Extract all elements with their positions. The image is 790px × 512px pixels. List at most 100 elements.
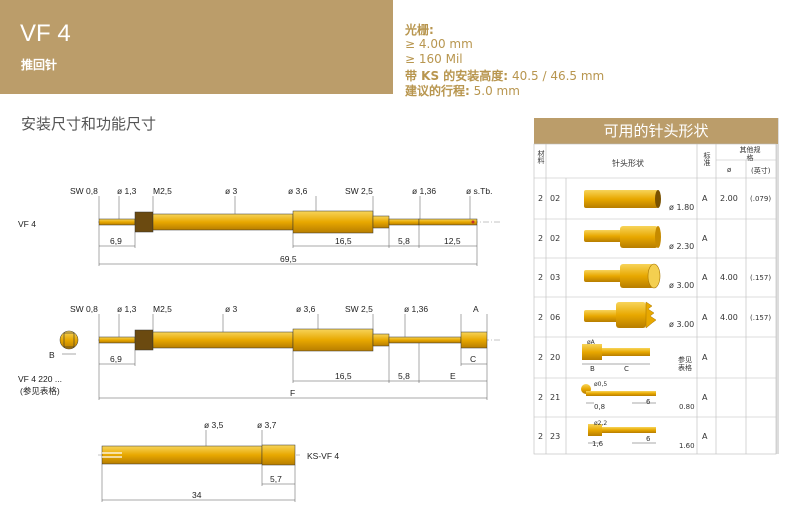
ks-value: 40.5 / 46.5 mm xyxy=(511,69,605,83)
table-title: 可用的针头形状 xyxy=(534,118,778,144)
col-other: 其他规格 xyxy=(739,146,761,162)
dim3-57: 5,7 xyxy=(270,474,282,484)
header-banner: VF 4 推回针 xyxy=(0,0,393,94)
dim-sw08: SW 0,8 xyxy=(70,186,98,196)
col-shape: 针头形状 xyxy=(612,159,644,168)
drawing-ks-vf4: ø 3,5 ø 3,7 5,7 34 KS-VF 4 xyxy=(98,420,339,502)
row4-inch: (.157) xyxy=(750,314,772,322)
row1-inch: (.079) xyxy=(750,195,772,203)
dim3-d35: ø 3,5 xyxy=(204,420,224,430)
dim-125: 12,5 xyxy=(444,236,461,246)
dim2-d136: ø 1,36 xyxy=(404,304,428,314)
row5-mat: 2 xyxy=(538,353,544,362)
row4-letter: A xyxy=(702,313,708,322)
row3-code: 03 xyxy=(550,273,561,282)
row1-letter: A xyxy=(702,194,708,203)
row6-letter: A xyxy=(702,393,708,402)
dim-b-left: B xyxy=(49,350,55,360)
row7-sub-b: 1,6 xyxy=(592,440,604,448)
row2-dia: ø 2.30 xyxy=(669,242,695,251)
grid-mm: ≥ 4.00 mm xyxy=(405,37,473,51)
dim2-sw08: SW 0,8 xyxy=(70,304,98,314)
table-shadow xyxy=(776,118,779,454)
dim3-d37: ø 3,7 xyxy=(257,420,277,430)
section-title: 安装尺寸和功能尺寸 xyxy=(21,115,157,133)
row6-sub-c: 6 xyxy=(646,398,651,406)
grid-mil: ≥ 160 Mil xyxy=(405,52,463,66)
row1-dia: ø 1.80 xyxy=(669,203,695,212)
row4-mm: 4.00 xyxy=(720,313,738,322)
drawing3-label: KS-VF 4 xyxy=(307,451,339,461)
drawing-vf4-220: B VF 4 220 ... (参见表格) SW 0,8 ø 1,3 M2,5 … xyxy=(18,304,500,400)
ks-height: 带 KS 的安装高度: 40.5 / 46.5 mm xyxy=(405,67,604,84)
row7-sub-a: ø2,2 xyxy=(594,420,608,427)
dim2-58: 5,8 xyxy=(398,371,410,381)
product-subtitle: 推回针 xyxy=(21,58,58,72)
dim-d3: ø 3 xyxy=(225,186,238,196)
drawing2-sublabel: (参见表格) xyxy=(20,386,60,396)
dim2-165: 16,5 xyxy=(335,371,352,381)
dim-58: 5,8 xyxy=(398,236,410,246)
row2-letter: A xyxy=(702,234,708,243)
dim-d136: ø 1,36 xyxy=(412,186,436,196)
row3-mm: 4.00 xyxy=(720,273,738,282)
row5-note: 参见表格 xyxy=(678,356,692,372)
dim2-m25: M2,5 xyxy=(153,304,172,314)
row5-sub-c: C xyxy=(624,365,629,373)
travel-value: 5.0 mm xyxy=(473,84,520,98)
row5-letter: A xyxy=(702,353,708,362)
dim2-c: C xyxy=(470,354,476,364)
row3-letter: A xyxy=(702,273,708,282)
row6-dia: 0.80 xyxy=(679,403,695,411)
travel: 建议的行程: 5.0 mm xyxy=(405,82,520,99)
row3-mat: 2 xyxy=(538,273,544,282)
dim-sw25: SW 2,5 xyxy=(345,186,373,196)
row7-mat: 2 xyxy=(538,432,544,441)
dim2-sw25: SW 2,5 xyxy=(345,304,373,314)
row3-dia: ø 3.00 xyxy=(669,281,695,290)
row7-sub-c: 6 xyxy=(646,435,651,443)
row6-sub-a: ø0,5 xyxy=(594,381,608,388)
row3-inch: (.157) xyxy=(750,274,772,282)
dim2-d13: ø 1,3 xyxy=(117,304,137,314)
dim2-d3: ø 3 xyxy=(225,304,238,314)
row5-sub-a: øA xyxy=(587,339,595,346)
dim-d36: ø 3,6 xyxy=(288,186,308,196)
row7-dia: 1.60 xyxy=(679,442,695,450)
drawing1-label: VF 4 xyxy=(18,219,36,229)
dim3-34: 34 xyxy=(192,490,202,500)
dim-69: 6,9 xyxy=(110,236,122,246)
dim-695: 69,5 xyxy=(280,254,297,264)
row1-code: 02 xyxy=(550,194,561,203)
dim-dstb: ø s.Tb. xyxy=(466,186,492,196)
dim-165: 16,5 xyxy=(335,236,352,246)
row2-mat: 2 xyxy=(538,234,544,243)
spec-panel xyxy=(393,0,790,94)
col-other-in: (英寸) xyxy=(751,167,771,175)
col-material: 材料 xyxy=(537,150,545,164)
row7-code: 23 xyxy=(550,432,561,441)
row4-mat: 2 xyxy=(538,313,544,322)
col-other-mm: ø xyxy=(727,166,732,174)
dim-d13: ø 1,3 xyxy=(117,186,137,196)
row6-code: 21 xyxy=(550,393,561,402)
drawing-vf4: VF 4 SW 0,8 ø 1,3 M2,5 ø 3 ø 3,6 SW 2,5 … xyxy=(18,186,500,266)
row1-mm: 2.00 xyxy=(720,194,738,203)
ks-label: 带 KS 的安装高度: xyxy=(405,69,509,83)
row6-sub-b: 0,8 xyxy=(594,403,606,411)
row5-code: 20 xyxy=(550,353,561,362)
travel-label: 建议的行程: xyxy=(405,84,470,98)
product-title: VF 4 xyxy=(20,20,71,47)
dim2-d36: ø 3,6 xyxy=(296,304,316,314)
row1-mat: 2 xyxy=(538,194,544,203)
dim2-a: A xyxy=(473,304,479,314)
row7-letter: A xyxy=(702,432,708,441)
dim2-e: E xyxy=(450,371,456,381)
dim-m25: M2,5 xyxy=(153,186,172,196)
dim2-69: 6,9 xyxy=(110,354,122,364)
row4-code: 06 xyxy=(550,313,561,322)
row5-sub-b: B xyxy=(590,365,595,373)
dim2-f: F xyxy=(290,388,295,398)
row4-dia: ø 3.00 xyxy=(669,320,695,329)
col-standard: 标准 xyxy=(703,152,711,166)
